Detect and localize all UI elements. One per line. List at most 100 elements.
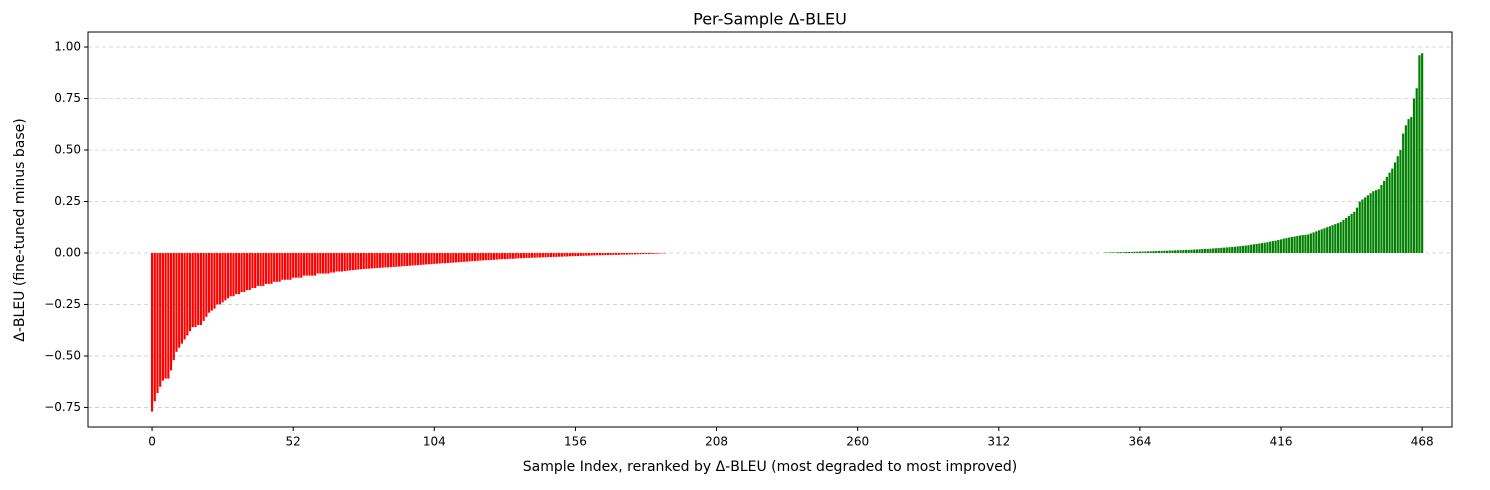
bar (465, 252, 468, 262)
x-tick-label: 52 (286, 435, 301, 449)
bar (639, 252, 642, 255)
bar (1342, 220, 1345, 253)
bar (1388, 172, 1391, 253)
y-tick-label: 1.00 (54, 40, 81, 54)
bar (1144, 251, 1147, 253)
bar (606, 252, 610, 256)
bar (351, 252, 354, 271)
x-axis-label: Sample Index, reranked by Δ-BLEU (most d… (523, 459, 1017, 475)
bar (1277, 240, 1280, 253)
bar (362, 252, 365, 270)
bar (471, 252, 474, 262)
bar (473, 252, 477, 262)
bar (1309, 233, 1312, 253)
bar (259, 252, 262, 286)
bar (1421, 53, 1424, 253)
bar (1396, 156, 1399, 253)
bar (232, 252, 235, 297)
bar (441, 252, 444, 264)
bar (1222, 247, 1226, 253)
bar (1160, 250, 1163, 253)
bar (1220, 247, 1223, 253)
y-tick-label: 0.50 (54, 143, 81, 157)
bar (210, 252, 213, 311)
bar (596, 252, 599, 256)
bar (644, 252, 648, 255)
bar (1108, 252, 1112, 253)
bar (321, 252, 325, 274)
bar (1372, 191, 1375, 253)
bar (620, 252, 623, 255)
bar (647, 252, 650, 255)
bar (286, 252, 289, 280)
bar (205, 252, 208, 317)
bar (156, 252, 159, 394)
bar (1171, 250, 1174, 253)
bar (264, 252, 268, 284)
bar (454, 252, 458, 263)
bar (267, 252, 270, 284)
bar (1358, 201, 1361, 253)
bar (487, 252, 490, 261)
bar (395, 252, 398, 267)
bar (1138, 251, 1141, 253)
bar (169, 252, 173, 371)
y-tick-label: 0.00 (54, 245, 81, 259)
bar (387, 252, 390, 268)
bar (482, 252, 485, 261)
bar (245, 252, 249, 291)
bar (365, 252, 368, 269)
bar (167, 252, 170, 379)
bar (1117, 252, 1120, 253)
bar (1298, 235, 1302, 253)
bar (1323, 228, 1326, 253)
bar (574, 252, 577, 257)
bar (468, 252, 471, 262)
bar (1114, 252, 1117, 253)
bar (419, 252, 422, 265)
bar (506, 252, 509, 259)
bar (1399, 150, 1402, 253)
bar (1217, 248, 1220, 253)
x-tick-label: 312 (987, 435, 1010, 449)
bar (1152, 251, 1155, 253)
bar (1391, 168, 1394, 253)
bar (1125, 251, 1128, 253)
bar (539, 252, 542, 258)
bar (585, 252, 588, 256)
bar (354, 252, 357, 270)
bar (631, 252, 634, 255)
bar (183, 252, 186, 340)
bar (1127, 251, 1131, 253)
chart-title: Per-Sample Δ-BLEU (693, 10, 847, 29)
bar (1214, 248, 1217, 253)
bar (1111, 252, 1114, 253)
bar (476, 252, 479, 261)
bar (297, 252, 300, 278)
bar (503, 252, 506, 260)
bar (555, 252, 558, 257)
bar (1206, 248, 1209, 253)
bar (289, 252, 292, 280)
bar (302, 252, 306, 276)
bar (1410, 117, 1413, 253)
bar (1393, 162, 1397, 253)
bar (254, 252, 257, 288)
x-tick-label: 364 (1128, 435, 1151, 449)
bar (1334, 224, 1337, 253)
bar (359, 252, 363, 270)
bar (625, 252, 629, 255)
bar (1198, 249, 1201, 253)
bar (425, 252, 428, 265)
bar (511, 252, 515, 259)
bar (1312, 232, 1315, 253)
x-tick-label: 0 (148, 435, 156, 449)
bar (256, 252, 259, 286)
bar (1331, 225, 1334, 253)
bar (400, 252, 403, 267)
bar (202, 252, 205, 321)
bar (1271, 241, 1274, 253)
x-tick-label: 156 (564, 435, 587, 449)
bar (1345, 217, 1348, 253)
bar (1296, 235, 1299, 253)
